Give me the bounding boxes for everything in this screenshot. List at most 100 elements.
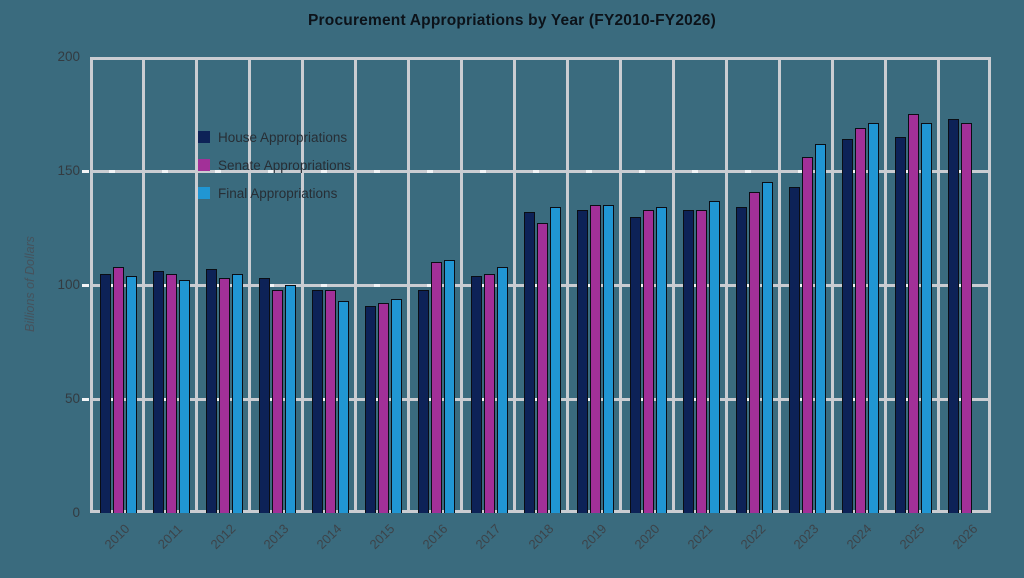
- bar-2017-house: [471, 275, 482, 513]
- v-gridline: [194, 57, 198, 513]
- bar-2026-senate: [961, 123, 972, 513]
- gridline-tickmark: [797, 283, 804, 287]
- bar-2013-senate: [272, 289, 283, 513]
- legend-label-house: House Appropriations: [218, 129, 348, 145]
- y-tick-label: 150: [57, 163, 80, 178]
- bar-2025-house: [895, 136, 906, 513]
- v-gridline: [353, 57, 357, 513]
- y-axis-tickmark: [82, 169, 89, 173]
- gridline-tickmark: [320, 283, 327, 287]
- senate-series-swatch-icon: [198, 159, 210, 171]
- bar-2016-house: [418, 289, 429, 513]
- v-gridline: [300, 57, 304, 513]
- gridline-tickmark: [373, 283, 380, 287]
- bar-2016-senate: [431, 262, 442, 513]
- bar-2024-final: [868, 123, 879, 513]
- v-gridline: [565, 57, 569, 513]
- bar-2024-senate: [855, 127, 866, 513]
- bar-2017-senate: [484, 273, 495, 513]
- gridline-tickmark: [426, 397, 433, 401]
- y-tick-label: 200: [57, 49, 80, 64]
- y-tick-label: 50: [64, 391, 80, 406]
- y-tick-label: 100: [57, 277, 80, 292]
- gridline-tickmark: [214, 397, 221, 401]
- gridline-tickmark: [744, 283, 751, 287]
- bar-2022-house: [736, 207, 747, 513]
- bar-2012-senate: [219, 278, 230, 513]
- gridline-tickmark: [267, 397, 274, 401]
- bar-2016-final: [444, 259, 455, 513]
- bar-2014-senate: [325, 289, 336, 513]
- v-gridline: [724, 57, 728, 513]
- gridline-tickmark: [585, 283, 592, 287]
- h-gridline: [90, 57, 991, 60]
- gridline-tickmark: [161, 283, 168, 287]
- legend-label-final: Final Appropriations: [218, 185, 338, 201]
- gridline-tickmark: [850, 283, 857, 287]
- bar-2018-house: [524, 212, 535, 513]
- bar-2017-final: [497, 266, 508, 513]
- gridline-tickmark: [532, 397, 539, 401]
- bar-2010-senate: [113, 266, 124, 513]
- gridline-tickmark: [267, 283, 274, 287]
- bar-2018-final: [550, 207, 561, 513]
- gridline-tickmark: [214, 283, 221, 287]
- bar-2025-final: [921, 123, 932, 513]
- bar-2019-senate: [590, 205, 601, 513]
- bar-2018-senate: [537, 223, 548, 513]
- bar-2010-house: [100, 273, 111, 513]
- gridline-tickmark: [532, 283, 539, 287]
- y-axis-tickmark: [82, 397, 89, 401]
- bar-2020-house: [630, 216, 641, 513]
- v-gridline: [459, 57, 463, 513]
- v-gridline: [936, 57, 940, 513]
- gridline-tickmark: [108, 169, 115, 173]
- v-gridline: [512, 57, 516, 513]
- v-gridline: [247, 57, 251, 513]
- gridline-tickmark: [426, 283, 433, 287]
- bar-2025-senate: [908, 114, 919, 513]
- gridline-tickmark: [903, 397, 910, 401]
- v-gridline: [988, 57, 991, 513]
- bar-2023-final: [815, 143, 826, 513]
- gridline-tickmark: [956, 169, 963, 173]
- gridline-tickmark: [108, 397, 115, 401]
- gridline-tickmark: [161, 397, 168, 401]
- gridline-tickmark: [479, 169, 486, 173]
- bar-2011-final: [179, 280, 190, 513]
- bar-2014-house: [312, 289, 323, 513]
- bar-2013-house: [259, 278, 270, 513]
- v-gridline: [141, 57, 145, 513]
- final-series-swatch-icon: [198, 187, 210, 199]
- gridline-tickmark: [426, 169, 433, 173]
- bar-2026-house: [948, 118, 959, 513]
- gridline-tickmark: [691, 283, 698, 287]
- bar-2011-senate: [166, 273, 177, 513]
- gridline-tickmark: [320, 397, 327, 401]
- gridline-tickmark: [532, 169, 539, 173]
- gridline-tickmark: [373, 397, 380, 401]
- bar-2021-house: [683, 209, 694, 513]
- bar-2021-senate: [696, 209, 707, 513]
- gridline-tickmark: [585, 397, 592, 401]
- gridline-tickmark: [797, 397, 804, 401]
- v-gridline: [90, 57, 93, 513]
- bar-2023-senate: [802, 157, 813, 513]
- bar-2020-final: [656, 207, 667, 513]
- chart-title: Procurement Appropriations by Year (FY20…: [308, 12, 716, 29]
- bar-2015-final: [391, 298, 402, 513]
- bar-2022-final: [762, 182, 773, 513]
- bar-2019-final: [603, 205, 614, 513]
- y-tick-label: 0: [72, 505, 80, 520]
- gridline-tickmark: [691, 397, 698, 401]
- gridline-tickmark: [161, 169, 168, 173]
- legend: House Appropriations Senate Appropriatio…: [198, 123, 351, 207]
- plot-area: House Appropriations Senate Appropriatio…: [82, 57, 991, 513]
- v-gridline: [618, 57, 622, 513]
- v-gridline: [671, 57, 675, 513]
- legend-item-house: House Appropriations: [198, 123, 351, 151]
- gridline-tickmark: [585, 169, 592, 173]
- y-axis-label: Billions of Dollars: [23, 236, 37, 332]
- gridline-tickmark: [903, 283, 910, 287]
- y-axis-ticks: 0 50 100 150 200: [0, 49, 80, 520]
